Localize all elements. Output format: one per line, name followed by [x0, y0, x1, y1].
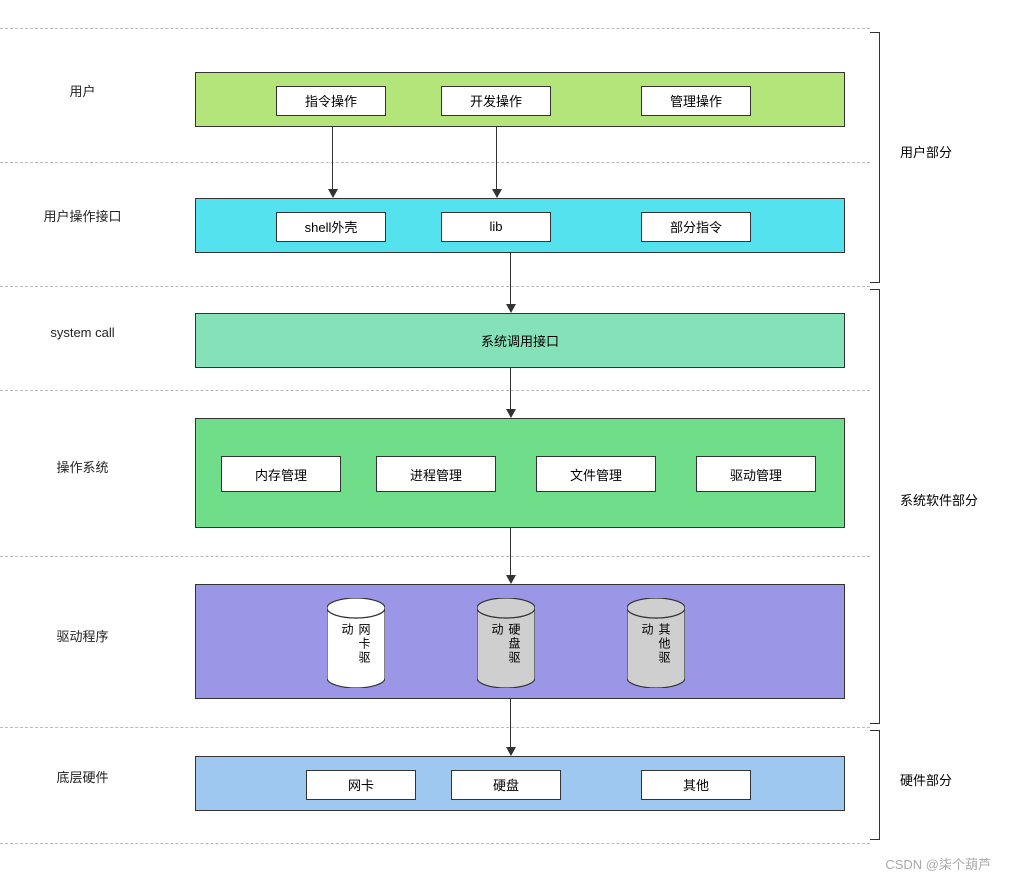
box: 内存管理 — [221, 456, 341, 492]
box: 驱动管理 — [696, 456, 816, 492]
section-bracket — [870, 289, 880, 724]
architecture-diagram: 用户指令操作开发操作管理操作用户操作接口shell外壳lib部分指令system… — [0, 0, 1021, 883]
section-bracket — [870, 32, 880, 283]
box: lib — [441, 212, 551, 242]
box: 指令操作 — [276, 86, 386, 116]
box: 文件管理 — [536, 456, 656, 492]
cylinder: 网卡驱动 — [327, 598, 385, 688]
layer-用户操作接口: shell外壳 lib 部分指令 — [195, 198, 845, 253]
box: 进程管理 — [376, 456, 496, 492]
box: 部分指令 — [641, 212, 751, 242]
layer-system call: 系统调用接口 — [195, 313, 845, 368]
box: shell外壳 — [276, 212, 386, 242]
layer-操作系统: 内存管理进程管理 文件管理 驱动管理 — [195, 418, 845, 528]
box: 网卡 — [306, 770, 416, 800]
box: 其他 — [641, 770, 751, 800]
layer-底层硬件: 网卡 硬盘 其他 — [195, 756, 845, 811]
layer-用户: 指令操作 开发操作 管理操作 — [195, 72, 845, 127]
cylinder: 硬盘驱动 — [477, 598, 535, 688]
cylinder: 其他驱动 — [627, 598, 685, 688]
box: 管理操作 — [641, 86, 751, 116]
box: 硬盘 — [451, 770, 561, 800]
layer-驱动程序: 网卡驱动 硬盘驱动 其他驱动 — [195, 584, 845, 699]
box: 开发操作 — [441, 86, 551, 116]
section-bracket — [870, 730, 880, 840]
